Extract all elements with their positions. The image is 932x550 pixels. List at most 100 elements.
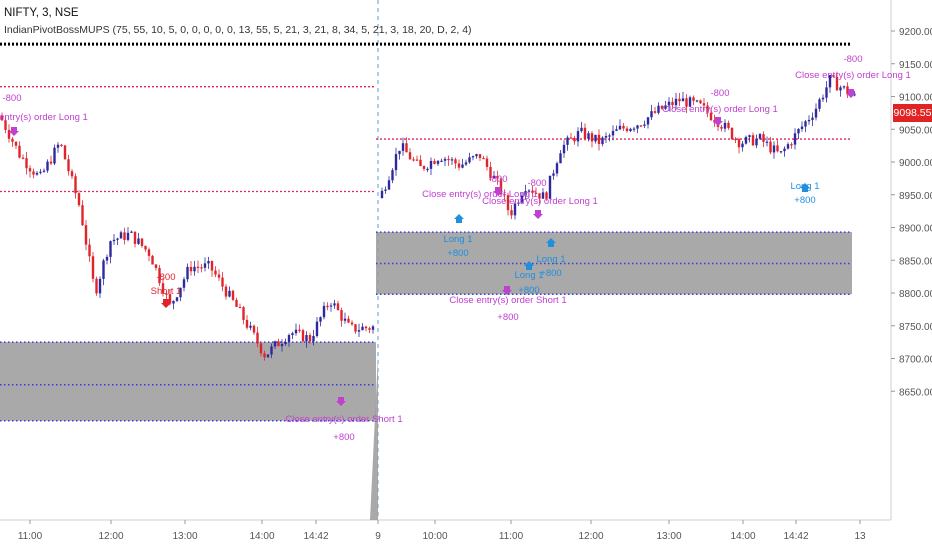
candle-body bbox=[193, 266, 196, 272]
candle-body bbox=[503, 194, 506, 196]
candle-body bbox=[835, 76, 839, 91]
candle-body bbox=[238, 306, 242, 309]
candle-body bbox=[608, 135, 611, 137]
x-tick-label: 14:00 bbox=[730, 531, 755, 542]
signal-arrow-down bbox=[533, 210, 543, 219]
candle-body bbox=[520, 195, 524, 203]
candle-body bbox=[49, 161, 53, 164]
candle-body bbox=[587, 133, 590, 139]
candle-body bbox=[853, 94, 856, 96]
candle-body bbox=[105, 256, 109, 261]
candle-body bbox=[326, 305, 329, 308]
candle-body bbox=[357, 330, 361, 332]
y-tick-label: 9050.00 bbox=[899, 125, 932, 136]
candle-body bbox=[762, 134, 765, 142]
y-tick-label: 8700.00 bbox=[899, 355, 932, 366]
signal-arrow-down bbox=[9, 127, 19, 136]
candle-body bbox=[695, 100, 699, 102]
pnl-label: +800 bbox=[794, 195, 815, 206]
candle-body bbox=[364, 326, 368, 329]
candle-body bbox=[573, 137, 576, 142]
candle-body bbox=[56, 144, 60, 148]
candle-body bbox=[832, 75, 835, 77]
pnl-label: +800 bbox=[333, 432, 354, 443]
candle-body bbox=[660, 105, 664, 109]
candle-body bbox=[720, 126, 723, 129]
candle-body bbox=[846, 86, 849, 95]
candle-body bbox=[447, 158, 450, 161]
candle-body bbox=[559, 153, 562, 164]
candle-body bbox=[347, 318, 350, 323]
candle-body bbox=[811, 117, 814, 120]
candle-body bbox=[7, 129, 11, 139]
candle-body bbox=[298, 329, 301, 331]
long-signal-label: Long 1 bbox=[443, 234, 472, 245]
candle-body bbox=[189, 266, 193, 272]
candle-body bbox=[664, 105, 667, 109]
candle-body bbox=[25, 158, 28, 169]
last-price-tag: 9098.55 bbox=[893, 104, 932, 122]
candle-body bbox=[622, 125, 625, 129]
candle-body bbox=[415, 159, 419, 161]
symbol-title: NIFTY, 3, NSE bbox=[4, 7, 79, 19]
x-tick-label: 14:00 bbox=[249, 531, 274, 542]
candle-body bbox=[779, 151, 783, 153]
candle-body bbox=[685, 98, 688, 107]
pnl-label: +800 bbox=[447, 248, 468, 259]
signal-arrow-down bbox=[493, 187, 503, 196]
candle-body bbox=[340, 310, 343, 321]
candle-body bbox=[270, 346, 273, 355]
candle-body bbox=[748, 135, 751, 137]
candle-body bbox=[786, 144, 790, 149]
candle-body bbox=[422, 166, 426, 169]
candle-body bbox=[506, 195, 510, 211]
candle-body bbox=[590, 133, 594, 142]
candle-body bbox=[137, 238, 140, 244]
candle-body bbox=[266, 354, 270, 358]
y-tick-label: 8850.00 bbox=[899, 256, 932, 267]
candle-body bbox=[63, 145, 67, 160]
x-tick-label: 9 bbox=[375, 531, 381, 542]
candle-body bbox=[408, 152, 412, 160]
candle-body bbox=[436, 160, 440, 164]
indicator-legend[interactable]: IndianPivotBossMUPS (75, 55, 10, 5, 0, 0… bbox=[4, 24, 472, 36]
candle-body bbox=[594, 134, 597, 142]
candle-body bbox=[60, 144, 63, 146]
candle-body bbox=[0, 116, 4, 121]
candle-body bbox=[405, 143, 408, 153]
candle-body bbox=[475, 154, 478, 157]
candle-body bbox=[744, 136, 748, 144]
candle-body bbox=[398, 150, 401, 155]
pnl-label: -800 bbox=[843, 54, 862, 65]
candle-body bbox=[783, 148, 786, 152]
candle-body bbox=[842, 86, 846, 88]
candle-body bbox=[130, 231, 133, 233]
candle-body bbox=[158, 267, 161, 284]
candle-body bbox=[646, 117, 650, 125]
candle-body bbox=[35, 172, 39, 175]
candle-body bbox=[336, 303, 340, 311]
candle-body bbox=[116, 238, 119, 240]
candle-body bbox=[461, 164, 464, 168]
candle-body bbox=[154, 264, 158, 268]
candle-body bbox=[772, 145, 776, 153]
candle-body bbox=[384, 189, 387, 191]
close-short-label: Close entry(s) order Short 1 bbox=[449, 295, 566, 306]
zone-transition bbox=[370, 355, 378, 520]
candle-body bbox=[440, 160, 443, 162]
candle-body bbox=[839, 87, 842, 91]
candle-body bbox=[277, 341, 280, 347]
y-tick-label: 8750.00 bbox=[899, 322, 932, 333]
candle-body bbox=[412, 159, 415, 161]
candle-body bbox=[797, 128, 800, 134]
candle-body bbox=[632, 128, 636, 130]
candle-body bbox=[790, 144, 793, 146]
candle-body bbox=[168, 294, 172, 304]
candle-body bbox=[84, 225, 88, 245]
candle-body bbox=[471, 156, 475, 158]
candle-body bbox=[235, 299, 238, 307]
candle-body bbox=[510, 210, 513, 216]
signal-arrow-up bbox=[524, 261, 534, 270]
candle-body bbox=[426, 168, 429, 171]
